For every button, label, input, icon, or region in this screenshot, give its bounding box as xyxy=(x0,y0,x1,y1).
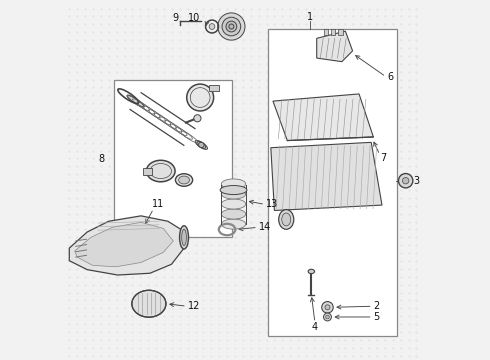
Ellipse shape xyxy=(175,174,193,186)
Text: 1: 1 xyxy=(306,12,313,22)
Polygon shape xyxy=(74,222,173,267)
Ellipse shape xyxy=(221,199,245,209)
Ellipse shape xyxy=(221,209,245,219)
Text: 10: 10 xyxy=(188,13,200,23)
Ellipse shape xyxy=(282,213,291,226)
Polygon shape xyxy=(271,142,382,211)
Text: 6: 6 xyxy=(387,72,393,82)
Circle shape xyxy=(402,177,409,184)
Ellipse shape xyxy=(279,210,294,229)
Circle shape xyxy=(323,313,331,321)
Text: 7: 7 xyxy=(380,153,386,163)
Bar xyxy=(209,85,219,91)
Text: 5: 5 xyxy=(373,312,380,322)
Ellipse shape xyxy=(198,142,204,148)
Circle shape xyxy=(325,305,330,310)
Circle shape xyxy=(326,315,329,319)
Ellipse shape xyxy=(179,176,190,184)
Ellipse shape xyxy=(221,219,245,229)
Bar xyxy=(114,80,232,237)
Circle shape xyxy=(209,24,215,30)
Bar xyxy=(269,30,397,336)
Circle shape xyxy=(398,174,413,188)
Bar xyxy=(338,30,343,35)
Ellipse shape xyxy=(132,290,166,317)
Ellipse shape xyxy=(220,185,247,194)
Ellipse shape xyxy=(197,141,206,148)
Ellipse shape xyxy=(147,160,175,182)
Text: 14: 14 xyxy=(259,222,271,232)
Circle shape xyxy=(194,115,201,122)
Ellipse shape xyxy=(221,189,245,199)
Bar xyxy=(331,30,335,35)
Circle shape xyxy=(218,13,245,40)
Ellipse shape xyxy=(182,229,186,246)
Ellipse shape xyxy=(195,140,207,149)
Text: 8: 8 xyxy=(98,154,104,164)
Polygon shape xyxy=(317,31,353,62)
Bar xyxy=(143,168,152,175)
Bar xyxy=(324,30,328,35)
Ellipse shape xyxy=(127,95,144,107)
Text: 9: 9 xyxy=(173,13,179,23)
Ellipse shape xyxy=(179,226,189,249)
Circle shape xyxy=(322,302,333,313)
Ellipse shape xyxy=(221,179,245,189)
Polygon shape xyxy=(69,216,184,275)
Text: 12: 12 xyxy=(188,301,200,311)
Text: 11: 11 xyxy=(152,199,164,210)
Ellipse shape xyxy=(187,84,214,111)
Circle shape xyxy=(222,17,241,36)
Circle shape xyxy=(229,24,234,29)
Text: 13: 13 xyxy=(266,199,278,210)
Text: 4: 4 xyxy=(312,322,318,332)
Text: 3: 3 xyxy=(414,176,419,186)
Text: 2: 2 xyxy=(373,301,380,311)
Circle shape xyxy=(226,21,237,32)
Ellipse shape xyxy=(308,269,315,274)
Polygon shape xyxy=(273,94,373,140)
